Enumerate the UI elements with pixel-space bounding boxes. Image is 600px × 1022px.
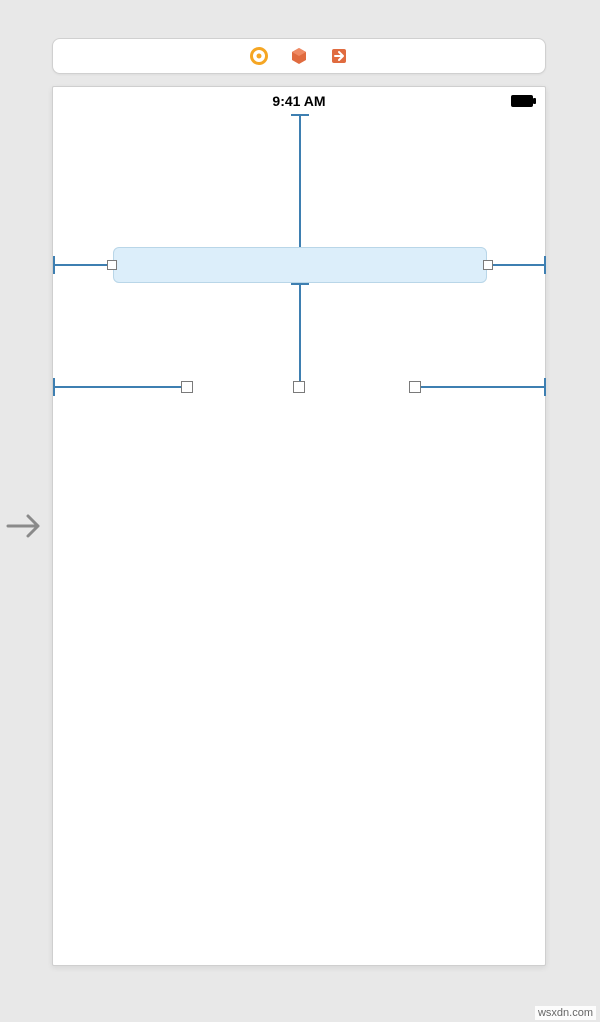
vertical-spacing-constraint[interactable] [299, 283, 301, 381]
lower-trailing-cap [544, 378, 546, 396]
device-frame[interactable]: 9:41 AM [52, 86, 546, 966]
watermark: wsxdn.com [535, 1006, 596, 1020]
top-constraint-cap [291, 114, 309, 116]
trailing-constraint-line[interactable] [493, 264, 546, 266]
lower-leading-cap [53, 378, 55, 396]
status-time: 9:41 AM [272, 93, 325, 109]
lower-handle-right[interactable] [409, 381, 421, 393]
canvas-area: 9:41 AM [52, 38, 546, 966]
first-responder-icon[interactable] [290, 47, 308, 65]
initial-view-controller-arrow[interactable] [6, 506, 46, 546]
selection-handle-right[interactable] [483, 260, 493, 270]
lower-trailing-constraint[interactable] [421, 386, 546, 388]
leading-constraint-cap [53, 256, 55, 274]
selection-handle-left[interactable] [107, 260, 117, 270]
top-constraint-line[interactable] [299, 115, 301, 247]
lower-handle-center[interactable] [293, 381, 305, 393]
trailing-constraint-cap [544, 256, 546, 274]
vertical-spacing-cap [291, 283, 309, 285]
scene-toolbar [52, 38, 546, 74]
battery-icon [511, 94, 537, 106]
status-bar: 9:41 AM [53, 87, 545, 115]
selected-text-field[interactable] [113, 247, 487, 283]
leading-constraint-line[interactable] [53, 264, 108, 266]
lower-handle-left[interactable] [181, 381, 193, 393]
view-controller-icon[interactable] [250, 47, 268, 65]
exit-icon[interactable] [330, 47, 348, 65]
lower-leading-constraint[interactable] [53, 386, 181, 388]
